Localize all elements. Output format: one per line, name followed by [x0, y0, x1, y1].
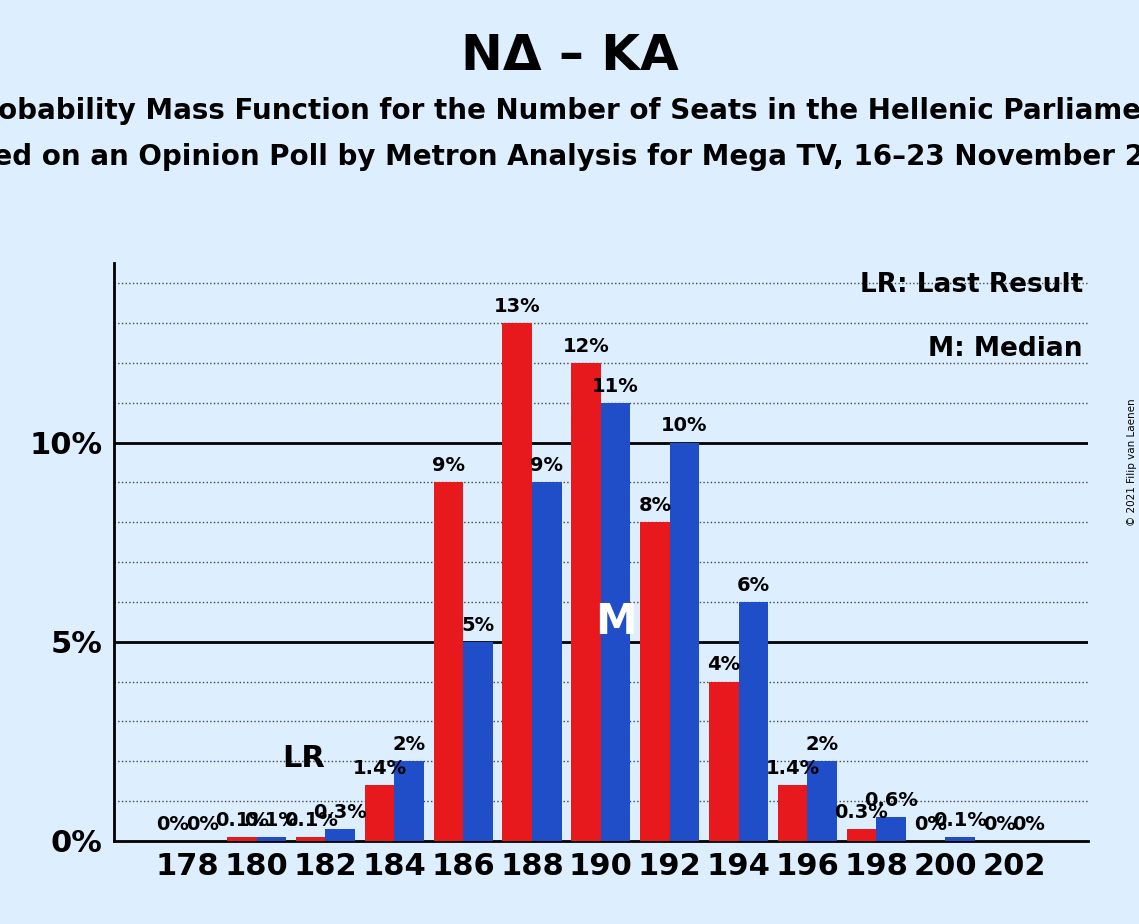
Bar	[434, 482, 464, 841]
Text: 5%: 5%	[461, 615, 494, 635]
Text: 4%: 4%	[707, 655, 740, 675]
Text: 2%: 2%	[393, 735, 426, 754]
Text: 6%: 6%	[737, 576, 770, 595]
Bar	[640, 522, 670, 841]
Bar	[808, 761, 837, 841]
Text: 0.1%: 0.1%	[245, 810, 298, 830]
Text: 8%: 8%	[638, 496, 671, 515]
Text: 0.6%: 0.6%	[865, 791, 918, 809]
Text: 0%: 0%	[913, 815, 947, 833]
Bar	[532, 482, 562, 841]
Text: NΔ – KA: NΔ – KA	[460, 32, 679, 80]
Bar	[778, 785, 808, 841]
Text: M: M	[595, 601, 637, 643]
Text: 0%: 0%	[1013, 815, 1046, 833]
Bar	[227, 837, 256, 841]
Text: Probability Mass Function for the Number of Seats in the Hellenic Parliament: Probability Mass Function for the Number…	[0, 97, 1139, 125]
Bar	[846, 829, 876, 841]
Text: 0%: 0%	[983, 815, 1016, 833]
Bar	[326, 829, 355, 841]
Text: 0.1%: 0.1%	[284, 810, 337, 830]
Bar	[945, 837, 975, 841]
Text: 11%: 11%	[592, 377, 639, 395]
Text: LR: LR	[282, 744, 326, 773]
Text: 0.1%: 0.1%	[215, 810, 269, 830]
Bar	[876, 817, 906, 841]
Bar	[256, 837, 286, 841]
Bar	[572, 363, 601, 841]
Text: 0%: 0%	[186, 815, 219, 833]
Text: Based on an Opinion Poll by Metron Analysis for Mega TV, 16–23 November 2021: Based on an Opinion Poll by Metron Analy…	[0, 143, 1139, 171]
Text: 1.4%: 1.4%	[765, 759, 820, 778]
Text: © 2021 Filip van Laenen: © 2021 Filip van Laenen	[1126, 398, 1137, 526]
Text: LR: Last Result: LR: Last Result	[860, 272, 1083, 298]
Text: 9%: 9%	[432, 456, 465, 475]
Bar	[708, 682, 738, 841]
Text: 9%: 9%	[531, 456, 564, 475]
Bar	[738, 602, 768, 841]
Bar	[394, 761, 424, 841]
Text: M: Median: M: Median	[928, 335, 1083, 361]
Text: 12%: 12%	[563, 336, 609, 356]
Text: 2%: 2%	[805, 735, 838, 754]
Bar	[601, 403, 630, 841]
Bar	[364, 785, 394, 841]
Text: 10%: 10%	[662, 417, 707, 435]
Text: 13%: 13%	[494, 297, 541, 316]
Text: 0.3%: 0.3%	[835, 803, 888, 821]
Bar	[296, 837, 326, 841]
Bar	[502, 323, 532, 841]
Text: 0.1%: 0.1%	[933, 810, 986, 830]
Text: 1.4%: 1.4%	[352, 759, 407, 778]
Text: 0.3%: 0.3%	[313, 803, 367, 821]
Bar	[670, 443, 699, 841]
Text: 0%: 0%	[156, 815, 189, 833]
Bar	[464, 641, 493, 841]
